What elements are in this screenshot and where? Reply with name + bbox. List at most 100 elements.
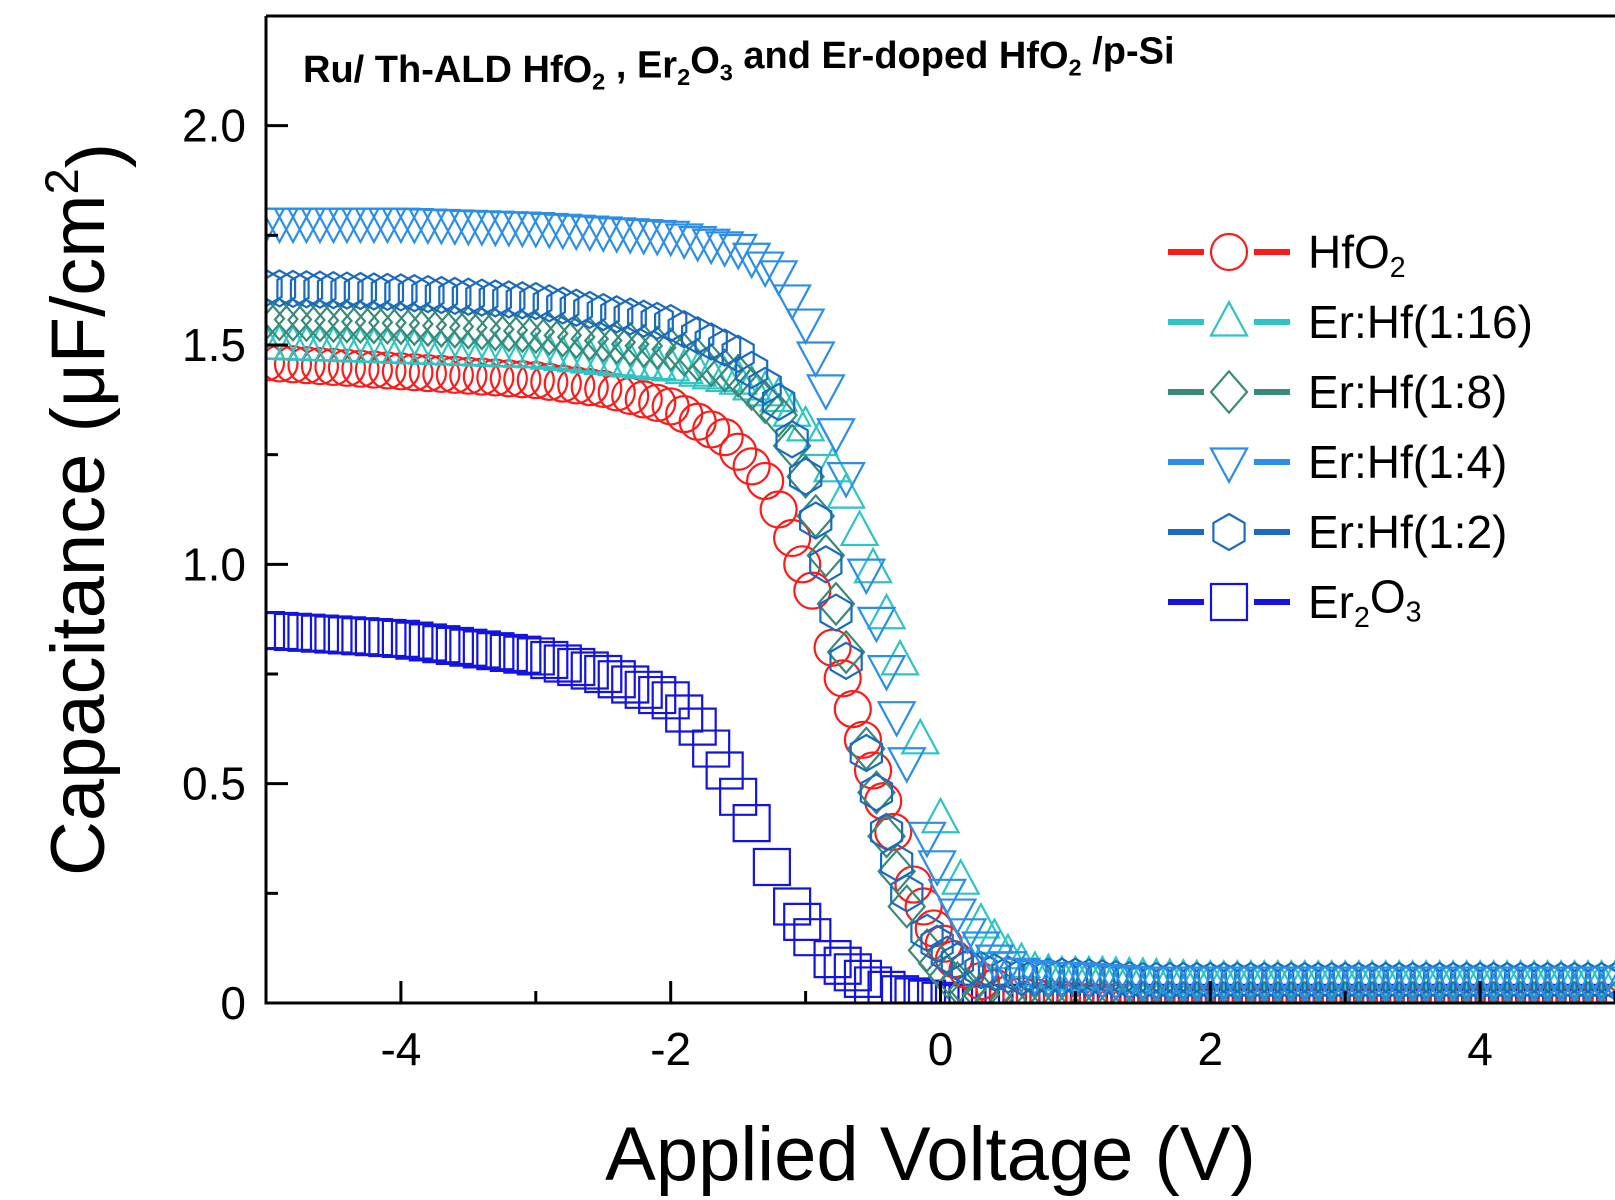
data-point — [394, 301, 434, 347]
data-point — [314, 347, 353, 387]
series-layer — [266, 207, 1615, 1003]
data-point — [584, 654, 623, 694]
data-point — [694, 322, 728, 361]
data-point — [866, 655, 907, 692]
data-point — [856, 770, 896, 815]
data-point — [557, 647, 596, 687]
data-point — [759, 392, 799, 438]
data-point — [809, 545, 843, 584]
data-point — [543, 312, 583, 358]
data-point — [856, 606, 897, 644]
labels: -4 -2 0 2 4 0 0.5 1.0 1.5 2.0 Applied Voltage (V) C… — [35, 31, 1493, 1197]
legend-marker — [1209, 582, 1249, 622]
data-point — [357, 272, 391, 311]
data-point — [273, 612, 313, 651]
data-point — [948, 967, 987, 1003]
data-point — [556, 314, 596, 360]
data-point — [826, 462, 866, 499]
data-point — [287, 297, 326, 343]
data-point — [597, 373, 636, 412]
x-tick-label: 0 — [928, 1023, 954, 1075]
data-point — [853, 546, 893, 584]
data-point — [732, 447, 771, 486]
data-point — [584, 369, 623, 408]
data-point — [654, 303, 688, 343]
data-point — [266, 269, 297, 308]
legend-label: Er:Hf(1:4) — [1308, 436, 1507, 488]
data-point — [719, 432, 758, 471]
data-point — [627, 299, 661, 338]
data-point — [597, 660, 636, 699]
data-point — [650, 220, 691, 258]
data-point — [340, 299, 380, 345]
data-point — [570, 651, 609, 690]
data-point — [435, 626, 474, 666]
data-point — [476, 632, 515, 671]
data-point — [681, 316, 715, 355]
data-point — [300, 346, 340, 386]
data-point — [859, 773, 894, 812]
data-point — [920, 796, 961, 834]
data-point — [795, 341, 836, 379]
legend-marker — [1209, 232, 1249, 272]
data-point — [600, 295, 634, 334]
data-point — [773, 518, 812, 558]
data-point — [624, 380, 663, 419]
data-point — [316, 270, 351, 310]
data-point — [546, 286, 580, 325]
legend-item: Er:Hf(1:8) — [1168, 366, 1507, 418]
data-point — [806, 533, 846, 578]
data-point — [354, 618, 394, 657]
data-point — [917, 850, 957, 887]
data-point — [381, 300, 421, 346]
data-point — [327, 348, 367, 387]
data-point — [303, 270, 337, 309]
data-point — [611, 665, 650, 704]
data-point — [583, 318, 623, 363]
data-point — [752, 847, 791, 887]
data-point — [327, 616, 367, 655]
data-point — [570, 316, 610, 362]
data-point — [1083, 983, 1122, 1003]
data-point — [530, 640, 569, 680]
data-point — [813, 940, 852, 979]
data-point — [422, 625, 461, 664]
legend-item: Er2O3 — [1168, 570, 1422, 634]
data-point — [867, 970, 906, 1003]
data-point — [1015, 959, 1055, 997]
data-point — [557, 366, 596, 405]
data-point — [988, 951, 1028, 988]
data-point — [611, 376, 650, 415]
legend-marker-bg — [1204, 230, 1254, 274]
data-point — [597, 319, 637, 365]
data-point — [829, 641, 863, 681]
y-tick-label: 0 — [220, 977, 246, 1029]
data-point — [435, 304, 475, 349]
data-point — [489, 633, 528, 673]
data-point — [826, 629, 866, 675]
data-point — [367, 300, 407, 346]
data-point — [773, 887, 812, 926]
legend-marker — [1212, 512, 1246, 552]
legend-marker — [1209, 447, 1249, 485]
data-point — [516, 637, 555, 676]
data-point — [786, 454, 826, 499]
data-point — [287, 613, 326, 652]
data-point — [692, 729, 731, 768]
data-point — [866, 592, 907, 630]
legend-marker — [1209, 299, 1249, 337]
data-point — [921, 981, 960, 1003]
data-point — [839, 509, 880, 547]
data-point — [266, 207, 286, 245]
data-point — [816, 581, 856, 627]
y-tick-label: 0.5 — [182, 758, 246, 810]
data-point — [964, 950, 998, 990]
data-point — [573, 290, 607, 330]
data-point — [638, 675, 677, 715]
data-point — [266, 322, 286, 360]
data-point — [462, 630, 501, 669]
data-point — [704, 231, 745, 268]
data-point — [833, 953, 872, 992]
data-point — [266, 343, 286, 382]
legend-label: HfO2 — [1308, 226, 1406, 284]
